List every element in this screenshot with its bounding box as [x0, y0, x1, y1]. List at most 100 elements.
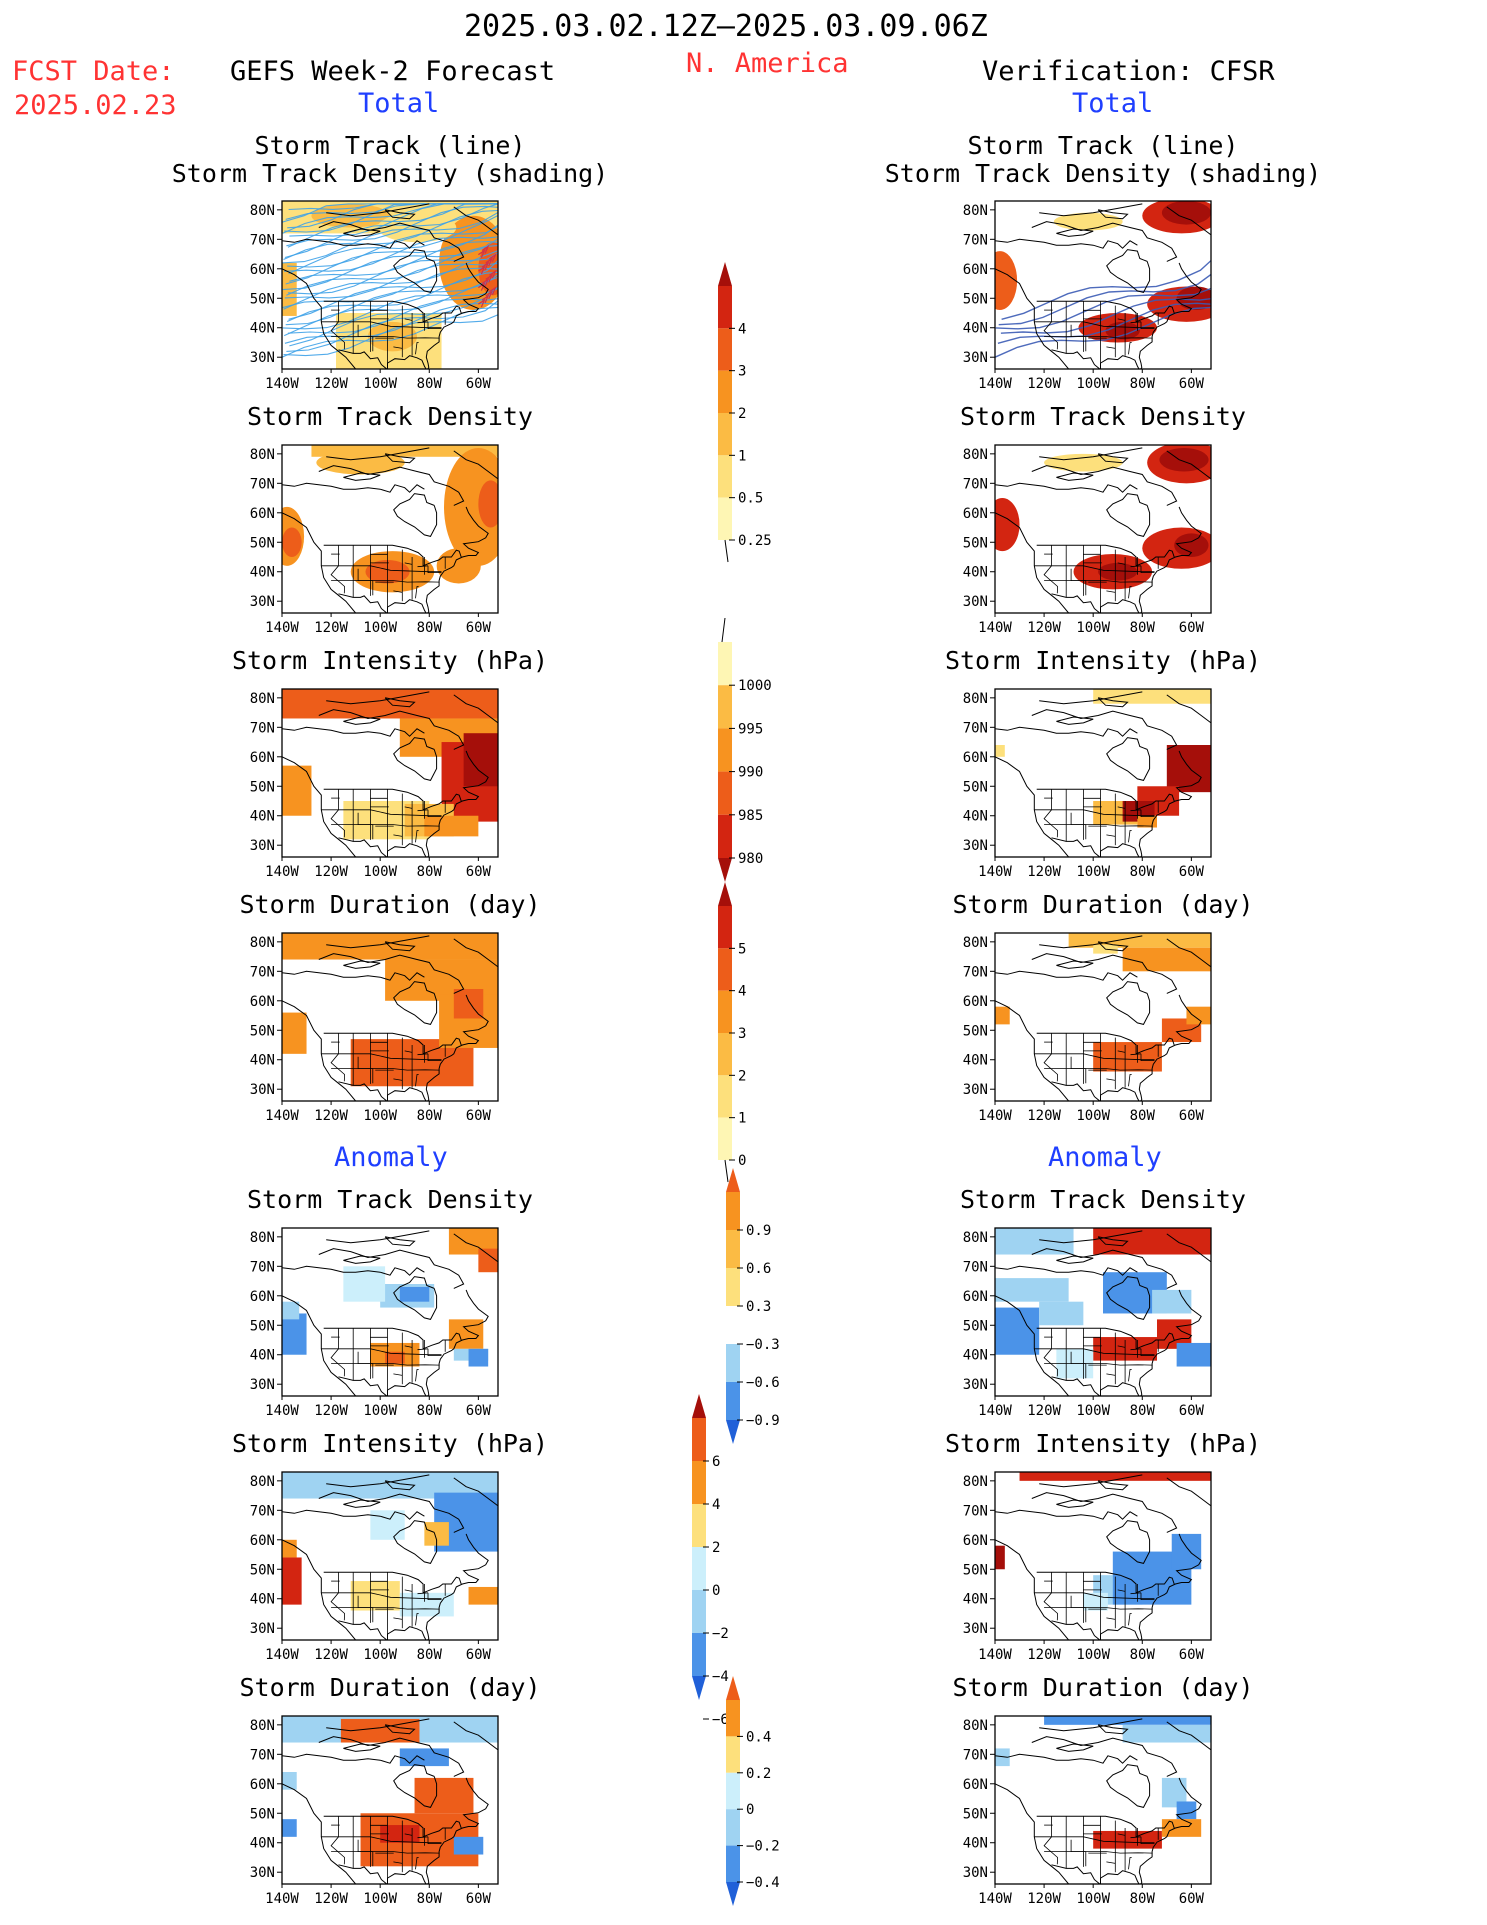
map-panel-total-track-forecast: 80N 70N 60N 50N 40N 30N 140W 120W 100W 80W 60W	[230, 193, 508, 399]
coastline	[326, 203, 430, 217]
state-border	[415, 1074, 419, 1087]
storm-track-line	[485, 273, 494, 283]
state-border	[1070, 1595, 1087, 1623]
coastline	[453, 1477, 498, 1507]
lat-tick-label: 60N	[250, 506, 275, 522]
coastline	[1039, 1230, 1143, 1244]
state-border	[417, 1836, 429, 1839]
panel-title-total-duration-forecast: Storm Duration (day)	[239, 890, 541, 919]
colorbar-label: 3	[738, 364, 746, 380]
state-border	[415, 830, 419, 843]
state-border	[321, 809, 442, 817]
lon-tick-label: 100W	[363, 376, 397, 392]
storm-track-line	[286, 245, 498, 296]
coastline	[1031, 709, 1178, 750]
state-border	[1043, 789, 1059, 838]
panel-title-total-duration-verification: Storm Duration (day)	[952, 890, 1254, 919]
state-border	[427, 1836, 442, 1845]
state-border	[1106, 346, 1116, 349]
map-panel-anom-density-verification: 80N 70N 60N 50N 40N 30N 140W 120W 100W 80W 60W	[943, 1220, 1221, 1426]
colorbar-arrow	[726, 1420, 740, 1444]
coastline	[343, 716, 381, 725]
lon-tick-label: 140W	[978, 620, 1012, 636]
lat-tick-label: 70N	[250, 720, 275, 736]
lon-tick-label: 60W	[466, 1647, 492, 1663]
lon-tick-label: 120W	[1027, 1108, 1061, 1124]
lat-tick-label: 70N	[963, 1747, 988, 1763]
lat-tick-label: 40N	[250, 809, 275, 825]
state-border	[1106, 1078, 1116, 1081]
colorbar-segment	[718, 286, 732, 329]
state-border	[321, 565, 442, 573]
period-title: 2025.03.02.12Z–2025.03.09.06Z	[464, 9, 988, 44]
map-svg: 80N 70N 60N 50N 40N 30N 140W 120W 100W 80W 60W	[963, 1227, 1212, 1419]
lat-tick-label: 40N	[963, 321, 988, 337]
colorbar-label: 2	[712, 1540, 720, 1556]
state-border	[1070, 812, 1087, 840]
coastline	[393, 249, 438, 293]
coastline	[384, 1724, 416, 1735]
lon-tick-label: 120W	[314, 620, 348, 636]
colorbar-density-anomaly: 0.9 0.6 0.3 −0.3 −0.6 −0.9	[726, 1168, 796, 1444]
storm-track-line	[1001, 260, 1211, 320]
lat-tick-label: 60N	[250, 1289, 275, 1305]
lat-tick-label: 70N	[250, 232, 275, 248]
colorbar-label: −2	[712, 1626, 729, 1642]
state-border	[1034, 565, 1155, 573]
state-border	[404, 318, 413, 321]
state-border	[393, 1373, 403, 1376]
map-svg: 80N 70N 60N 50N 40N 30N 140W 120W 100W 80W 60W	[250, 688, 499, 880]
lat-tick-label: 80N	[963, 935, 988, 951]
state-border	[417, 1348, 429, 1351]
shaded-cell	[1176, 1801, 1197, 1820]
colorbar-label: 6	[712, 1454, 720, 1470]
state-border	[1106, 834, 1116, 837]
colorbar-label: −0.2	[746, 1839, 780, 1855]
coastline	[282, 268, 356, 369]
state-border	[1117, 318, 1126, 321]
colorbar-segment	[726, 1845, 740, 1882]
coastline	[1166, 206, 1211, 236]
state-border	[404, 1589, 413, 1592]
colorbar-segment	[726, 1344, 740, 1382]
country-border	[1036, 300, 1175, 323]
coastline	[1056, 228, 1094, 237]
state-border	[1043, 1328, 1059, 1377]
panel-title-anom-duration-forecast: Storm Duration (day)	[239, 1673, 541, 1702]
country-border	[1051, 1081, 1101, 1101]
panel-title-anom-duration-verification: Storm Duration (day)	[952, 1673, 1254, 1702]
country-border	[1036, 788, 1175, 811]
lat-tick-label: 50N	[250, 1318, 275, 1334]
coastline	[384, 453, 416, 464]
storm-track-line	[995, 287, 1211, 330]
coastline	[1097, 1480, 1129, 1491]
shaded-cell	[385, 1351, 405, 1364]
storm-track-line	[485, 257, 494, 267]
lat-tick-label: 30N	[963, 838, 988, 854]
colorbar-segment	[718, 1075, 732, 1118]
state-border	[1140, 1836, 1155, 1845]
coastline	[384, 941, 416, 952]
colorbar-svg: 1000 995 990 985 980	[718, 617, 772, 882]
colorbar-segment	[718, 948, 732, 991]
coastline	[1031, 221, 1178, 262]
state-border	[1117, 1833, 1126, 1836]
lon-tick-label: 100W	[363, 1403, 397, 1419]
coastline	[326, 447, 430, 461]
coastline	[1056, 716, 1094, 725]
state-border	[357, 812, 374, 840]
lon-tick-label: 120W	[1027, 1891, 1061, 1907]
lon-tick-label: 120W	[1027, 1647, 1061, 1663]
coastline	[453, 1233, 498, 1263]
storm-track-line	[489, 253, 497, 263]
coastline	[1166, 1233, 1211, 1263]
shaded-cell	[463, 733, 498, 787]
map-svg: 80N 70N 60N 50N 40N 30N 140W 120W 100W 80W 60W	[250, 444, 499, 636]
coastline	[1031, 1736, 1178, 1777]
lat-tick-label: 50N	[963, 1562, 988, 1578]
shaded-region	[995, 498, 1020, 552]
coastline	[1106, 981, 1151, 1025]
lat-tick-label: 60N	[963, 750, 988, 766]
colorbar-segment	[726, 1230, 740, 1268]
state-border	[1106, 1617, 1116, 1620]
